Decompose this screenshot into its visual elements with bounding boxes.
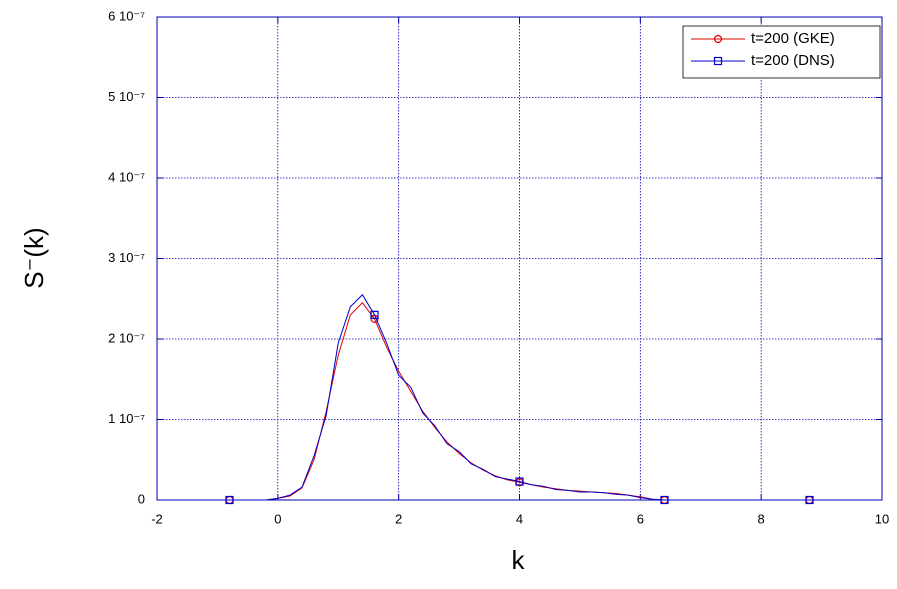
data-point bbox=[225, 495, 234, 505]
x-tick-label: 0 bbox=[274, 511, 281, 526]
legend-label: t=200 (DNS) bbox=[751, 52, 835, 69]
y-tick-label: 2 10⁻⁷ bbox=[108, 330, 145, 345]
y-tick-label: 6 10⁻⁷ bbox=[108, 8, 145, 23]
data-point bbox=[660, 495, 669, 505]
series-line bbox=[157, 293, 882, 501]
x-tick-label: 4 bbox=[516, 511, 523, 526]
x-tick-label: 6 bbox=[637, 511, 644, 526]
y-tick-label: 4 10⁻⁷ bbox=[108, 169, 145, 184]
legend-box bbox=[682, 25, 881, 79]
y-tick-label: 5 10⁻⁷ bbox=[108, 89, 145, 104]
data-point bbox=[370, 310, 379, 319]
y-tick-label: 1 10⁻⁷ bbox=[108, 411, 145, 426]
plot-frame bbox=[156, 16, 883, 501]
x-tick-label: 8 bbox=[758, 511, 765, 526]
x-tick-label: 10 bbox=[875, 511, 889, 526]
data-point bbox=[515, 477, 524, 486]
legend-marker bbox=[713, 56, 723, 66]
y-tick-label: 0 bbox=[138, 491, 145, 506]
data-point bbox=[805, 495, 814, 505]
legend-label: t=200 (GKE) bbox=[751, 30, 835, 47]
x-tick-label: 2 bbox=[395, 511, 402, 526]
x-axis-title: k bbox=[512, 545, 526, 575]
y-axis-title: S⁻(k) bbox=[19, 227, 49, 288]
x-tick-label: -2 bbox=[151, 511, 163, 526]
legend-marker bbox=[713, 34, 723, 44]
y-tick-label: 3 10⁻⁷ bbox=[108, 250, 145, 265]
